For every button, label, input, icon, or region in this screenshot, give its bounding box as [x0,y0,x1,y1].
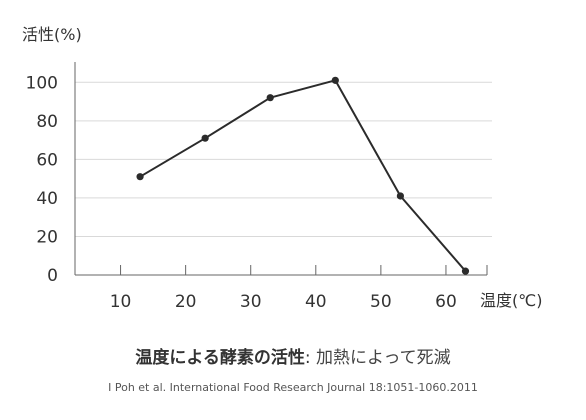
x-tick-label-20: 20 [175,292,197,312]
axes [74,62,488,276]
x-tick-label-60: 60 [435,292,457,312]
y-tick-label-60: 60 [36,150,58,170]
chart-subtitle: 加熱によって死滅 [316,348,451,368]
data-point-13 [136,173,144,181]
y-tick-label-100: 100 [26,73,58,93]
data-point-43 [331,76,339,84]
y-tick-label-40: 40 [36,189,58,209]
data-series [136,76,470,275]
x-tick-label-30: 30 [240,292,262,312]
x-tick-label-50: 50 [370,292,392,312]
data-point-53 [396,192,404,200]
caption-separator: : [304,348,311,368]
x-tick-label-40: 40 [305,292,327,312]
data-point-23 [201,134,209,142]
y-tick-label-0: 0 [47,266,58,286]
gridlines [75,81,492,237]
series-line-0 [139,79,467,272]
data-point-33 [266,94,274,102]
data-point-63 [461,267,470,275]
chart-caption: 温度による酵素の活性: 加熱によって死滅 [0,343,586,368]
y-axis-label: 活性(%) [22,25,82,44]
y-tick-label-20: 20 [36,227,58,247]
tick-labels: 0 20 40 60 80 100 10 20 30 40 50 60 [26,73,457,312]
source-citation: I Poh et al. International Food Research… [108,381,478,394]
x-axis-label: 温度(℃) [480,291,542,310]
chart-title: 温度による酵素の活性 [135,348,305,368]
y-tick-label-80: 80 [36,112,58,132]
x-tick-label-10: 10 [110,292,132,312]
